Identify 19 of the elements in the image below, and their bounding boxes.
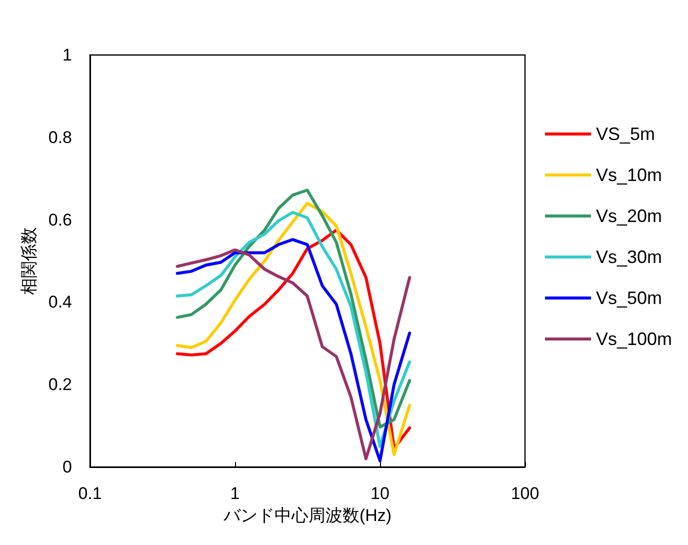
x-tick-label: 1 [230, 484, 240, 503]
y-tick-label: 0 [62, 458, 72, 476]
legend-label: Vs_30m [596, 247, 662, 267]
x-tick-label: 10 [370, 484, 390, 503]
y-tick-label: 0.2 [48, 375, 72, 394]
y-axis-title: 相関係数 [19, 227, 38, 295]
legend-label: Vs_100m [596, 329, 672, 349]
legend-label: Vs_20m [596, 206, 662, 226]
line-series [176, 188, 412, 429]
y-tick-label: 0.8 [48, 128, 72, 147]
x-axis-title: バンド中心周波数(Hz) [222, 506, 392, 525]
x-tick-label: 0.1 [78, 484, 102, 503]
y-tick-label: 0.4 [48, 292, 72, 312]
y-tick-label: 1 [62, 46, 72, 64]
legend-label: Vs_10m [596, 165, 662, 185]
legend-label: VS_5m [596, 124, 656, 144]
legend-label: Vs_50m [596, 288, 662, 308]
y-tick-label: 0.6 [48, 210, 72, 230]
x-tick-label: 100 [510, 484, 540, 503]
